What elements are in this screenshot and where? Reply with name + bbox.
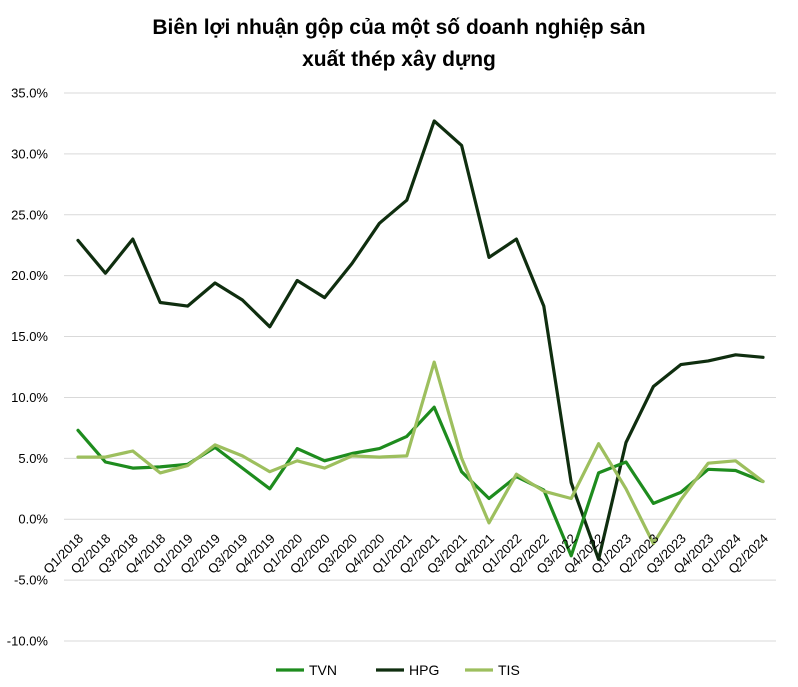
chart-title-line-1: Biên lợi nhuận gộp của một số doanh nghi… <box>152 16 645 39</box>
legend: TVN HPG TIS <box>276 662 520 678</box>
y-tick-label: 15.0% <box>11 329 48 344</box>
legend-item-hpg: HPG <box>376 662 439 678</box>
y-tick-label: 10.0% <box>11 390 48 405</box>
legend-label: TIS <box>498 662 520 678</box>
legend-item-tvn: TVN <box>276 662 337 678</box>
legend-item-tis: TIS <box>465 662 520 678</box>
x-axis-tick-labels: Q1/2018Q2/2018Q3/2018Q4/2018Q1/2019Q2/20… <box>40 531 771 577</box>
legend-label: HPG <box>409 662 439 678</box>
y-tick-label: -5.0% <box>14 573 48 588</box>
y-tick-label: 20.0% <box>11 268 48 283</box>
grid-lines <box>64 92 776 642</box>
chart-title-line-2: xuất thép xây dựng <box>302 48 496 71</box>
y-tick-label: -10.0% <box>7 634 49 649</box>
y-tick-label: 30.0% <box>11 146 48 161</box>
y-tick-label: 0.0% <box>18 512 48 527</box>
series-line-tis <box>76 360 765 546</box>
y-tick-label: 35.0% <box>11 86 48 101</box>
series-lines <box>76 119 765 562</box>
series-line-hpg <box>76 119 765 562</box>
y-tick-label: 5.0% <box>18 451 48 466</box>
y-tick-label: 25.0% <box>11 207 48 222</box>
y-axis-tick-labels: 35.0% 30.0% 25.0% 20.0% 15.0% 10.0% 5.0% 0.0% -5… <box>7 86 49 649</box>
legend-label: TVN <box>309 662 337 678</box>
